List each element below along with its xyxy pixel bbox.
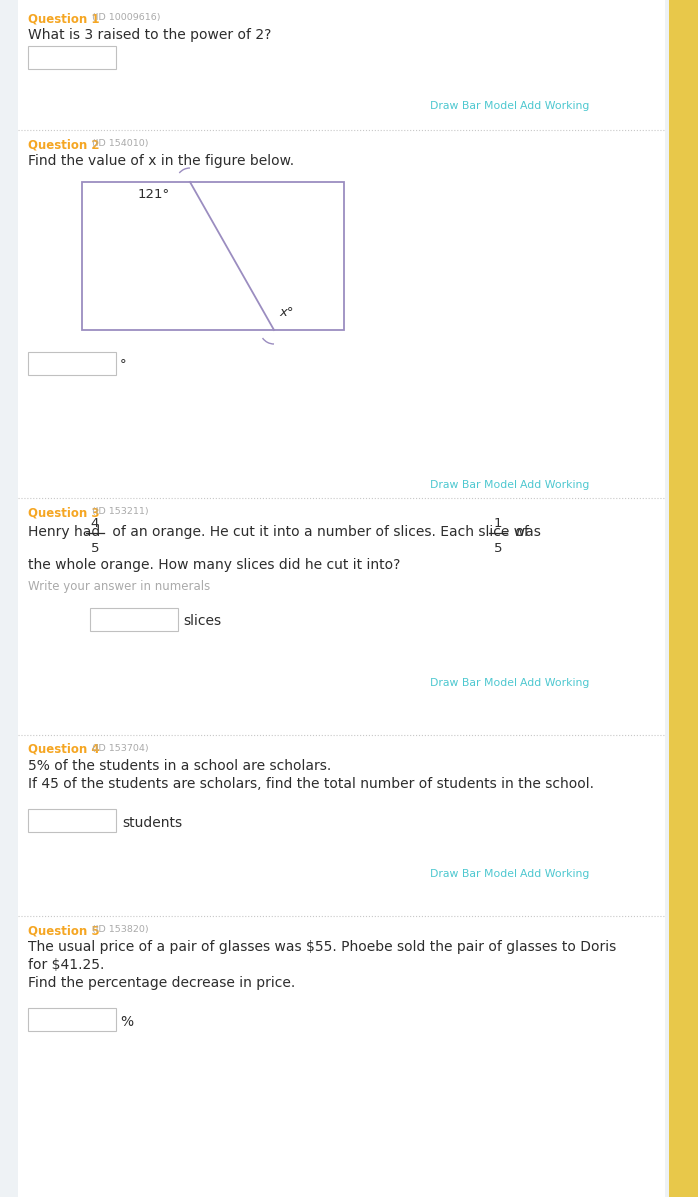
Bar bbox=[82, 182, 344, 330]
Text: 1: 1 bbox=[493, 517, 503, 530]
Text: 121°: 121° bbox=[138, 188, 170, 201]
Text: Add Working: Add Working bbox=[520, 678, 589, 688]
Bar bbox=[28, 352, 116, 375]
Text: the whole orange. How many slices did he cut it into?: the whole orange. How many slices did he… bbox=[28, 558, 401, 572]
Text: Add Working: Add Working bbox=[520, 101, 589, 111]
Text: 5: 5 bbox=[493, 542, 503, 555]
Text: Write your answer in numerals: Write your answer in numerals bbox=[28, 581, 210, 593]
Text: (ID 10009616): (ID 10009616) bbox=[86, 13, 161, 22]
Text: students: students bbox=[122, 816, 182, 830]
Text: of an orange. He cut it into a number of slices. Each slice was: of an orange. He cut it into a number of… bbox=[108, 525, 545, 539]
Text: slices: slices bbox=[183, 614, 221, 628]
Text: If 45 of the students are scholars, find the total number of students in the sch: If 45 of the students are scholars, find… bbox=[28, 777, 594, 791]
Bar bbox=[28, 45, 116, 69]
Text: Question 3: Question 3 bbox=[28, 506, 100, 519]
Text: Question 5: Question 5 bbox=[28, 924, 100, 937]
Text: Henry had: Henry had bbox=[28, 525, 105, 539]
Text: Draw Bar Model: Draw Bar Model bbox=[430, 480, 517, 490]
Bar bbox=[90, 608, 178, 631]
Text: Question 4: Question 4 bbox=[28, 743, 100, 757]
Text: (ID 153704): (ID 153704) bbox=[86, 745, 149, 753]
Text: What is 3 raised to the power of 2?: What is 3 raised to the power of 2? bbox=[28, 28, 272, 42]
Text: Add Working: Add Working bbox=[520, 480, 589, 490]
Text: The usual price of a pair of glasses was $55. Phoebe sold the pair of glasses to: The usual price of a pair of glasses was… bbox=[28, 940, 616, 954]
Text: Find the percentage decrease in price.: Find the percentage decrease in price. bbox=[28, 976, 295, 990]
Text: for $41.25.: for $41.25. bbox=[28, 958, 105, 972]
Text: (ID 153211): (ID 153211) bbox=[86, 508, 149, 516]
Text: °: ° bbox=[120, 358, 126, 371]
Text: 5: 5 bbox=[91, 542, 99, 555]
Text: Find the value of x in the figure below.: Find the value of x in the figure below. bbox=[28, 154, 294, 168]
Text: Question 1: Question 1 bbox=[28, 12, 100, 25]
Text: Draw Bar Model: Draw Bar Model bbox=[430, 101, 517, 111]
Text: of: of bbox=[511, 525, 529, 539]
Text: Draw Bar Model: Draw Bar Model bbox=[430, 869, 517, 879]
Text: Add Working: Add Working bbox=[520, 869, 589, 879]
Text: 4: 4 bbox=[91, 517, 99, 530]
Text: Draw Bar Model: Draw Bar Model bbox=[430, 678, 517, 688]
Bar bbox=[28, 809, 116, 832]
Text: (ID 153820): (ID 153820) bbox=[86, 925, 149, 934]
Bar bbox=[28, 1008, 116, 1031]
Text: 5% of the students in a school are scholars.: 5% of the students in a school are schol… bbox=[28, 759, 332, 773]
Bar bbox=[669, 0, 698, 1197]
Text: Question 2: Question 2 bbox=[28, 138, 100, 151]
Text: (ID 154010): (ID 154010) bbox=[86, 139, 149, 148]
Text: x°: x° bbox=[279, 306, 293, 318]
Text: %: % bbox=[120, 1015, 133, 1029]
